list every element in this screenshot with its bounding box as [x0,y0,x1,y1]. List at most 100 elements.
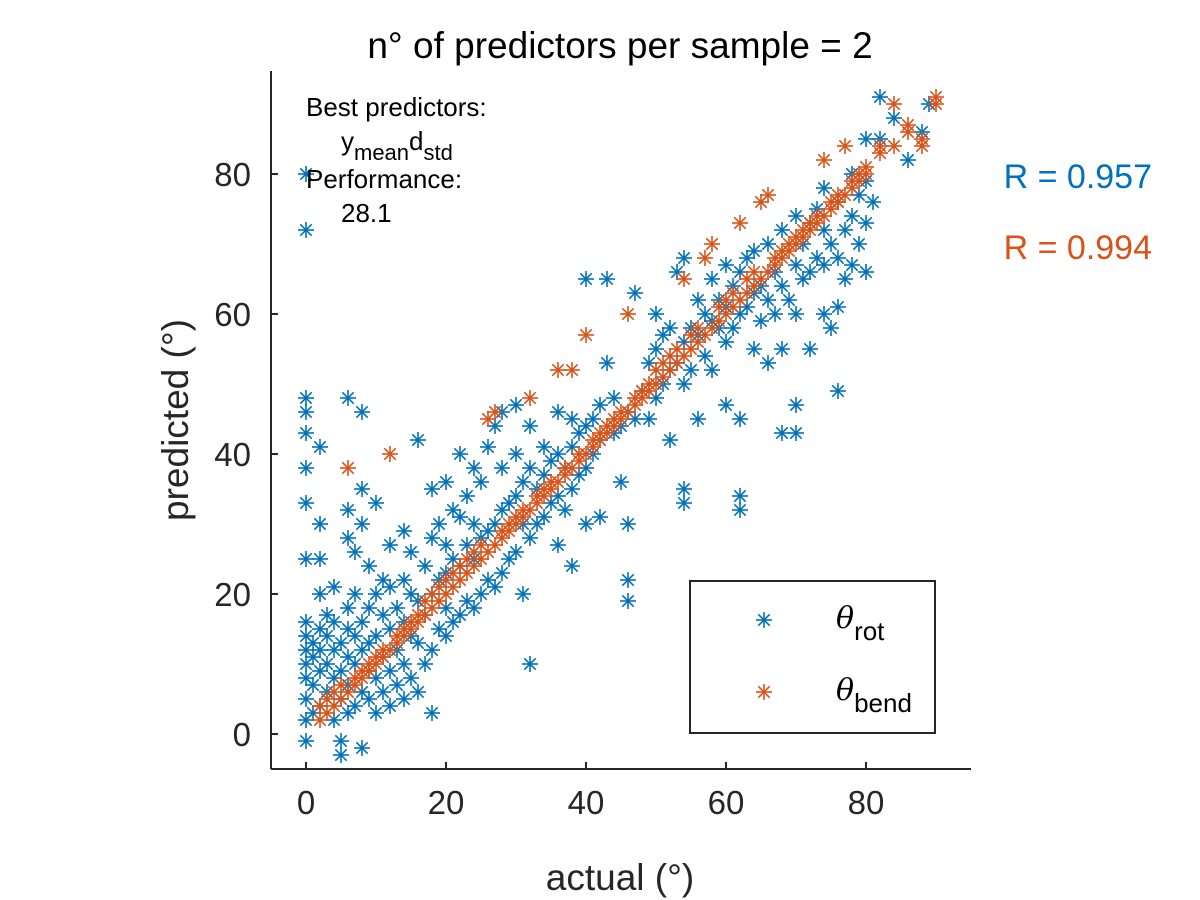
data-point-rot [417,558,433,574]
data-point-rot [613,474,629,490]
x-axis-label: actual (°) [546,857,694,898]
annotation-line-best-predictors: Best predictors: [306,92,487,122]
data-point-rot [522,656,538,672]
data-point-rot [578,271,594,287]
data-point-rot [305,649,321,665]
data-point-rot [830,383,846,399]
data-point-rot [676,481,692,497]
data-point-rot [522,530,538,546]
annotation-line-performance: Performance: [306,164,462,194]
data-point-bend [578,446,594,462]
plot-area [298,89,944,763]
data-point-rot [592,397,608,413]
data-point-rot [774,278,790,294]
data-point-rot [676,250,692,266]
x-tick-label: 0 [297,784,315,821]
series-bend-points [312,89,944,728]
y-tick-label: 40 [214,436,251,473]
data-point-rot [858,131,874,147]
data-point-rot [662,320,678,336]
data-point-rot [508,446,524,462]
data-point-rot [354,516,370,532]
data-point-rot [557,502,573,518]
data-point-rot [319,628,335,644]
data-point-rot [368,586,384,602]
data-point-bend [669,355,685,371]
data-point-rot [788,257,804,273]
data-point-rot [599,355,615,371]
data-point-rot [774,425,790,441]
data-point-rot [641,411,657,427]
predictor-y-sub: mean [354,140,409,165]
data-point-bend [886,138,902,154]
data-point-rot [396,656,412,672]
y-axis-label: predicted (°) [155,319,196,521]
data-point-rot [732,502,748,518]
data-point-bend [697,250,713,266]
data-point-rot [319,656,335,672]
y-tick-label: 20 [214,576,251,613]
data-point-rot [487,516,503,532]
x-axis-ticks: 0 20 40 60 80 [297,762,884,821]
data-point-rot [361,558,377,574]
data-point-rot [410,432,426,448]
data-point-rot [298,656,314,672]
data-point-rot [312,551,328,567]
data-point-rot [459,488,475,504]
data-point-rot [452,607,468,623]
data-point-rot [522,418,538,434]
legend-sub-bend: bend [854,688,912,718]
data-point-rot [347,628,363,644]
data-point-rot [480,439,496,455]
data-point-rot [767,306,783,322]
data-point-rot [844,257,860,273]
data-point-rot [606,390,622,406]
data-point-rot [648,306,664,322]
data-point-rot [431,516,447,532]
data-point-rot [564,558,580,574]
data-point-rot [515,474,531,490]
y-tick-label: 0 [233,716,251,753]
data-point-bend [704,320,720,336]
x-tick-label: 60 [708,784,745,821]
data-point-rot [746,243,762,259]
data-point-bend [522,390,538,406]
data-point-rot [830,299,846,315]
data-point-rot [788,425,804,441]
data-point-bend [872,138,888,154]
legend-label-bend: θbend [836,673,912,718]
data-point-rot [494,565,510,581]
data-point-rot [704,362,720,378]
data-point-bend [676,271,692,287]
data-point-rot [753,313,769,329]
data-point-rot [312,663,328,679]
data-point-rot [347,698,363,714]
data-point-rot [564,481,580,497]
data-point-bend [340,460,356,476]
data-point-rot [823,236,839,252]
data-point-rot [788,397,804,413]
chart-title: n° of predictors per sample = 2 [367,25,872,66]
legend-marker-bend [756,684,772,700]
data-point-rot [298,614,314,630]
predictor-y-base: y [341,126,354,156]
data-point-bend [620,306,636,322]
data-point-rot [599,271,615,287]
data-point-rot [473,586,489,602]
data-point-rot [396,691,412,707]
data-point-rot [760,292,776,308]
data-point-rot [340,390,356,406]
data-point-rot [466,460,482,476]
data-point-rot [368,628,384,644]
data-point-rot [382,663,398,679]
data-point-rot [662,432,678,448]
data-point-rot [620,593,636,609]
x-tick-label: 20 [428,784,465,821]
data-point-rot [312,439,328,455]
data-point-bend [550,362,566,378]
data-point-rot [368,670,384,686]
data-point-rot [858,264,874,280]
data-point-rot [872,89,888,105]
data-point-rot [690,411,706,427]
data-point-rot [802,341,818,357]
